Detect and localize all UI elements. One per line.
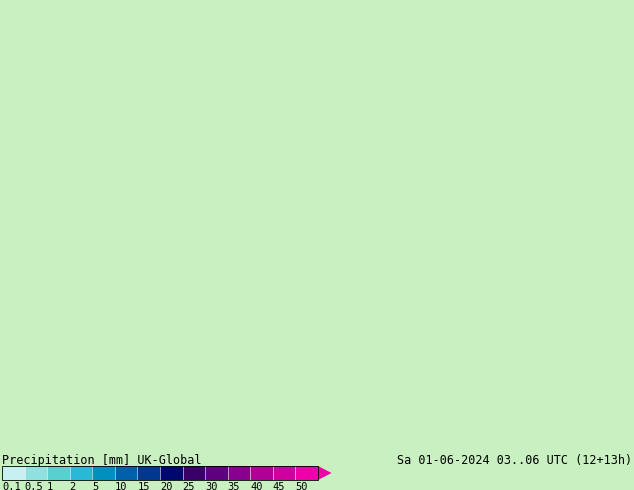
Text: 2: 2: [70, 482, 76, 490]
Text: 25: 25: [183, 482, 195, 490]
Text: 30: 30: [205, 482, 217, 490]
Text: Precipitation [mm] UK-Global: Precipitation [mm] UK-Global: [2, 454, 202, 467]
Text: 5: 5: [93, 482, 98, 490]
Bar: [25, 466, 47, 480]
Bar: [2, 466, 25, 480]
Bar: [273, 466, 295, 480]
Bar: [183, 466, 205, 480]
Bar: [205, 466, 228, 480]
Bar: [115, 466, 138, 480]
Bar: [2, 466, 318, 480]
Text: 50: 50: [295, 482, 308, 490]
Text: 0.5: 0.5: [25, 482, 43, 490]
Text: 40: 40: [250, 482, 262, 490]
Bar: [250, 466, 273, 480]
Text: 10: 10: [115, 482, 127, 490]
Bar: [295, 466, 318, 480]
Bar: [228, 466, 250, 480]
Bar: [70, 466, 93, 480]
Text: Sa 01-06-2024 03..06 UTC (12+13h): Sa 01-06-2024 03..06 UTC (12+13h): [397, 454, 632, 467]
Text: 35: 35: [228, 482, 240, 490]
Text: 20: 20: [160, 482, 172, 490]
Text: 15: 15: [138, 482, 150, 490]
Bar: [160, 466, 183, 480]
Bar: [138, 466, 160, 480]
Text: 0.1: 0.1: [2, 482, 21, 490]
Text: 1: 1: [47, 482, 53, 490]
Polygon shape: [318, 466, 332, 480]
Text: 45: 45: [273, 482, 285, 490]
Bar: [47, 466, 70, 480]
Bar: [93, 466, 115, 480]
